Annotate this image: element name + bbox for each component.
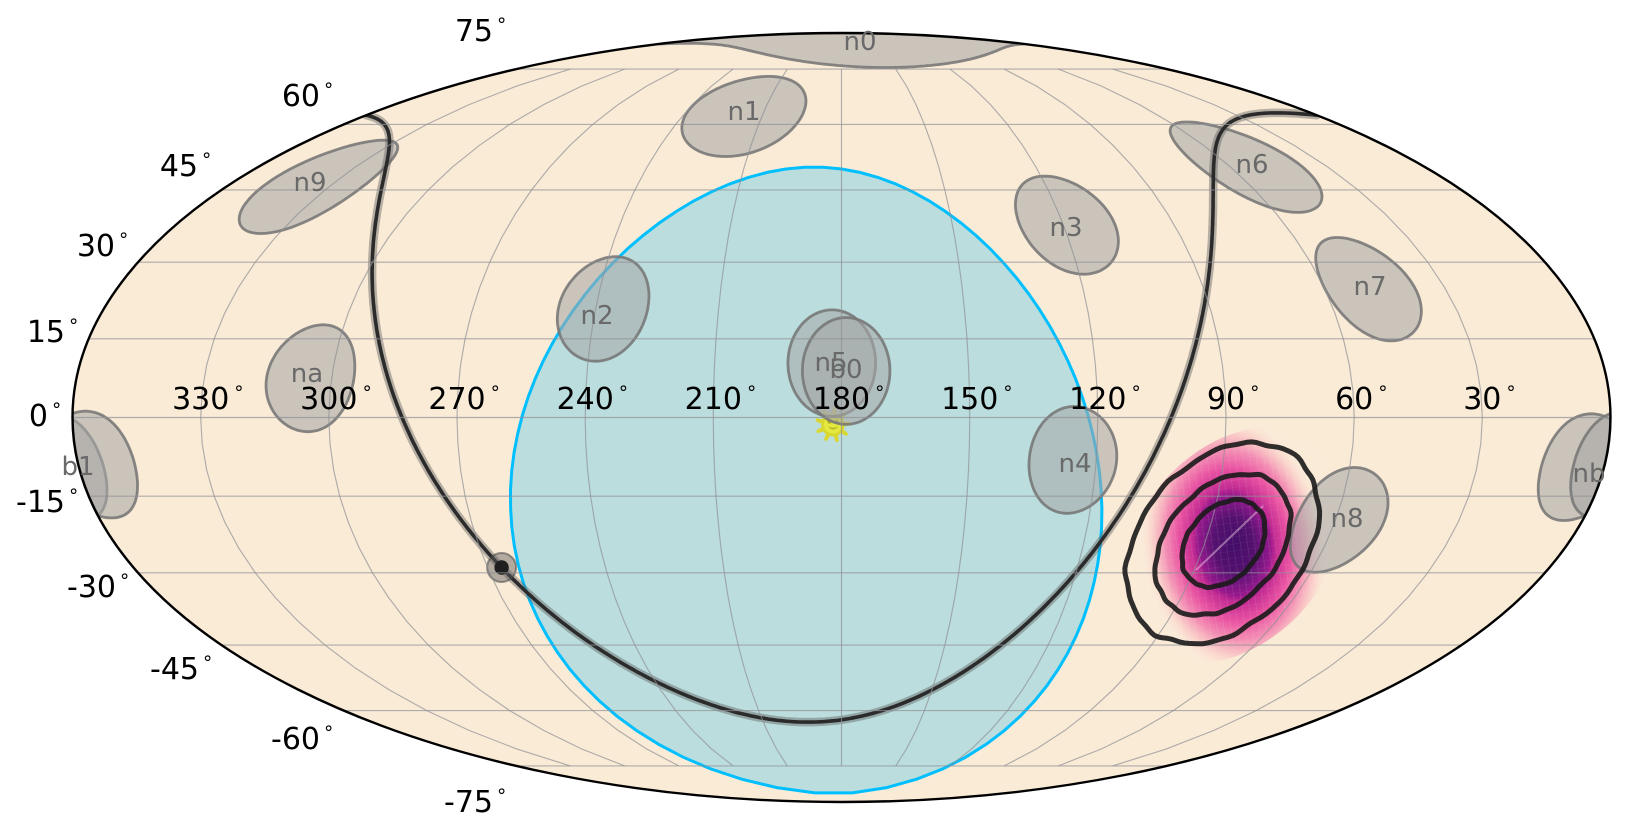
detector-label-n4: n4 [1058, 449, 1091, 479]
degree-symbol: ° [119, 230, 128, 251]
localization-contours [1122, 439, 1323, 647]
lon-tick-label: 330 [172, 382, 229, 417]
lat-tick-label: -45 [150, 652, 199, 687]
meridian-line-270 [456, 68, 680, 767]
degree-symbol: ° [747, 383, 756, 404]
galactic-center-marker [486, 552, 518, 583]
detector-label-n1: n1 [727, 97, 760, 127]
degree-symbol: ° [1506, 383, 1515, 404]
lon-tick-label: 90 [1207, 382, 1245, 417]
detector-label-n6: n6 [1235, 150, 1268, 180]
degree-symbol: ° [491, 383, 500, 404]
meridian-line-120 [949, 68, 1099, 767]
probability-contour-1 [1122, 439, 1323, 647]
lon-tick-label: 270 [428, 382, 485, 417]
detector-label-na: na [291, 359, 323, 389]
degree-symbol: ° [203, 653, 212, 674]
degree-symbol: ° [363, 383, 372, 404]
lat-tick-label: 0 [29, 399, 48, 434]
probability-contour-2 [1152, 471, 1294, 618]
degree-symbol: ° [1378, 383, 1387, 404]
lat-tick-label: -60 [271, 722, 320, 757]
meridian-line-30 [1112, 68, 1483, 767]
degree-symbol: ° [69, 316, 78, 337]
meridian-line-300 [328, 68, 625, 767]
detector-label-n7: n7 [1353, 272, 1386, 302]
graticule [72, 68, 1611, 767]
meridian-line-150 [895, 68, 971, 767]
degree-symbol: ° [497, 15, 506, 36]
lat-tick-label: 75 [455, 14, 493, 49]
degree-symbol: ° [69, 486, 78, 507]
degree-symbol: ° [1250, 383, 1259, 404]
meridian-line-240 [584, 68, 734, 767]
degree-symbol: ° [619, 383, 628, 404]
lon-tick-label: 300 [300, 382, 357, 417]
meridian-line-90 [1003, 68, 1227, 767]
detector-label-n0: n0 [843, 27, 876, 57]
lat-tick-label: -30 [67, 570, 116, 605]
sun-smile [827, 426, 839, 430]
lat-tick-label: 60 [282, 79, 320, 114]
meridian-line-60 [1058, 68, 1355, 767]
lon-tick-label: 150 [941, 382, 998, 417]
detector-label-n9: n9 [293, 168, 326, 198]
detector-label-n5: n5 [814, 348, 847, 378]
probability-contour-3 [1179, 497, 1268, 591]
detector-label-n8: n8 [1330, 504, 1363, 534]
degree-symbol: ° [875, 383, 884, 404]
detector-label-n2: n2 [580, 301, 613, 331]
detector-label-nb: nb [1573, 459, 1606, 489]
map-boundary [71, 31, 1612, 804]
detector-label-n3: n3 [1049, 213, 1082, 243]
lat-tick-label: 15 [27, 315, 65, 350]
degree-symbol: ° [1003, 383, 1012, 404]
degree-symbol: ° [120, 571, 129, 592]
lat-tick-label: 45 [160, 149, 198, 184]
degree-symbol: ° [234, 383, 243, 404]
degree-symbol: ° [324, 80, 333, 101]
lon-tick-label: 120 [1069, 382, 1126, 417]
meridian-line-210 [712, 68, 788, 767]
lat-tick-label: -15 [16, 485, 65, 520]
lat-tick-label: -75 [444, 785, 493, 820]
meridian-line-330 [200, 68, 571, 767]
lon-tick-label: 60 [1335, 382, 1373, 417]
degree-symbol: ° [1132, 383, 1141, 404]
degree-symbol: ° [324, 723, 333, 744]
degree-symbol: ° [497, 786, 506, 807]
detector-label-b0: b0 [829, 355, 862, 385]
heatmap-mesh-texture2 [1130, 436, 1338, 654]
heatmap-mesh-line [1195, 505, 1264, 571]
lat-tick-label: 30 [77, 229, 115, 264]
lon-tick-label: 240 [557, 382, 614, 417]
degree-symbol: ° [52, 400, 61, 421]
detector-label-b1: b1 [61, 452, 94, 482]
degree-symbol: ° [202, 150, 211, 171]
lon-tick-label: 180 [813, 382, 870, 417]
lon-tick-label: 210 [685, 382, 742, 417]
lon-tick-label: 30 [1463, 382, 1501, 417]
